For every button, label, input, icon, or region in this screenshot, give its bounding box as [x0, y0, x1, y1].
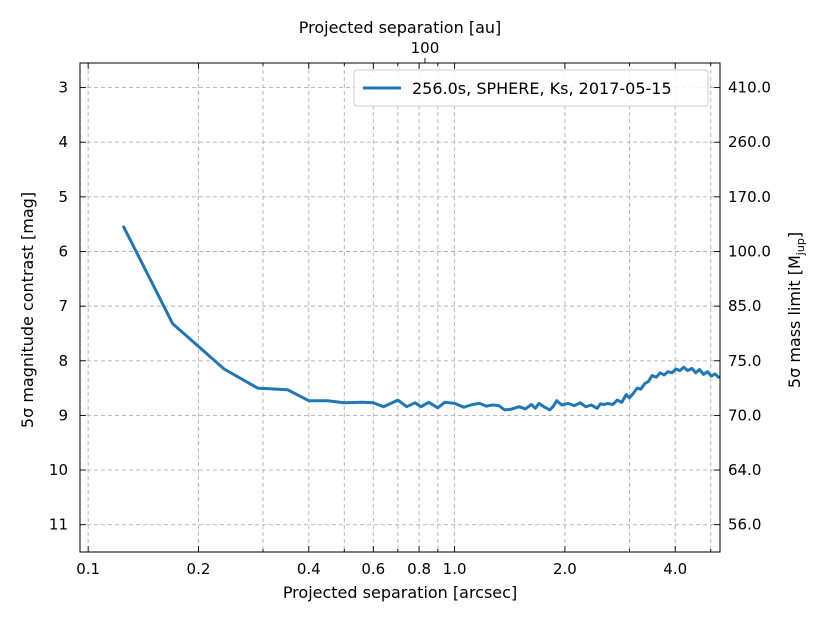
x-tick-label: 0.1 [76, 560, 100, 578]
y-tick-label: 5 [58, 188, 68, 206]
right-y-tick-label: 410.0 [728, 79, 771, 97]
series-line-0 [122, 225, 720, 412]
series-layer [122, 225, 720, 412]
right-y-tick-label: 260.0 [728, 133, 771, 151]
y-tick-label: 6 [58, 242, 68, 260]
grid-lines [80, 63, 720, 552]
y-tick-label: 3 [58, 79, 68, 97]
x-tick-label: 0.8 [407, 560, 431, 578]
right-y-tick-label: 75.0 [728, 352, 761, 370]
axes-frame [79, 58, 721, 553]
tick-labels: 0.1 0.2 0.4 0.6 0.8 1.0 2.0 4.0 100 3 4 5 6 7 8 9 10 11 41… [49, 39, 771, 578]
right-y-tick-label: 100.0 [728, 242, 771, 260]
x-tick-label: 0.2 [187, 560, 211, 578]
x-tick-label: 0.4 [297, 560, 321, 578]
x-tick-label: 0.6 [361, 560, 385, 578]
right-y-axis-title: 5σ mass limit [Mjup] [785, 232, 807, 388]
x-tick-label: 4.0 [663, 560, 687, 578]
y-axis-title: 5σ magnitude contrast [mag] [18, 192, 37, 428]
legend-box [353, 69, 709, 107]
legend: 256.0s, SPHERE, Ks, 2017-05-15 [353, 69, 709, 107]
x-tick-label: 2.0 [553, 560, 577, 578]
x-tick-label: 1.0 [443, 560, 467, 578]
y-tick-label: 7 [58, 297, 68, 315]
legend-series-label: 256.0s, SPHERE, Ks, 2017-05-15 [412, 79, 672, 98]
top-x-tick-label: 100 [411, 39, 440, 57]
right-y-tick-label: 56.0 [728, 516, 761, 534]
plot-frame [79, 62, 721, 553]
x-axis-title: Projected separation [arcsec] [283, 583, 517, 602]
right-y-tick-label: 85.0 [728, 297, 761, 315]
y-tick-label: 8 [58, 352, 68, 370]
top-x-axis-title: Projected separation [au] [299, 18, 502, 37]
y-tick-label: 9 [58, 406, 68, 424]
right-y-tick-label: 70.0 [728, 406, 761, 424]
y-tick-label: 10 [49, 461, 68, 479]
right-y-tick-label: 170.0 [728, 188, 771, 206]
right-y-tick-label: 64.0 [728, 461, 761, 479]
y-tick-label: 4 [58, 133, 68, 151]
y-tick-label: 11 [49, 516, 68, 534]
